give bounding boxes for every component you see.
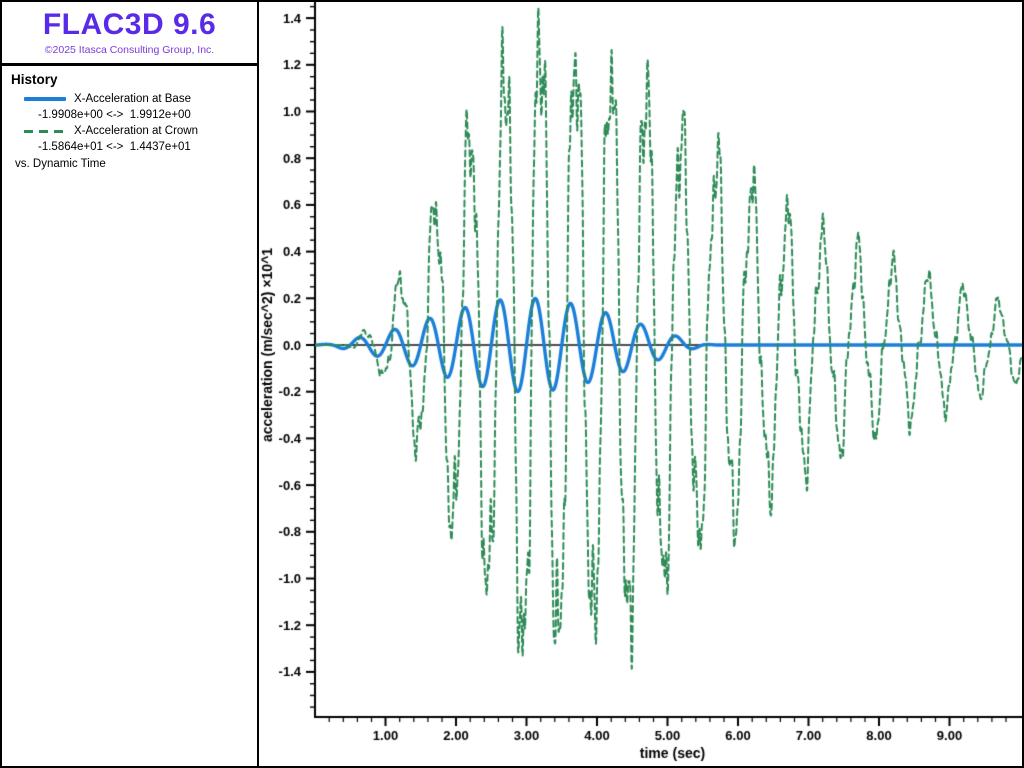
base-series-line-swatch: [24, 97, 66, 101]
vs-dynamic-time-label: vs. Dynamic Time: [15, 158, 257, 170]
crown-series-label: X-Acceleration at Crown: [74, 125, 198, 137]
base-series-label: X-Acceleration at Base: [74, 93, 191, 105]
history-legend: History X-Acceleration at Base -1.9908e+…: [2, 72, 257, 170]
history-chart-canvas[interactable]: [259, 2, 1022, 766]
history-title: History: [11, 72, 257, 87]
chart-panel: [259, 2, 1024, 766]
legend-entry-crown: X-Acceleration at Crown: [24, 124, 257, 139]
app-title: FLAC3D 9.6: [2, 9, 257, 41]
crown-series-line-swatch: [24, 130, 66, 133]
logo-block: FLAC3D 9.6 ©2025 Itasca Consulting Group…: [2, 2, 257, 56]
copyright-text: ©2025 Itasca Consulting Group, Inc.: [2, 44, 257, 56]
base-series-range: -1.9908e+00 <-> 1.9912e+00: [38, 108, 257, 122]
legend-entry-base: X-Acceleration at Base: [24, 92, 257, 107]
flac3d-plot-window: FLAC3D 9.6 ©2025 Itasca Consulting Group…: [0, 0, 1024, 768]
sidebar: FLAC3D 9.6 ©2025 Itasca Consulting Group…: [2, 2, 259, 766]
crown-series-range: -1.5864e+01 <-> 1.4437e+01: [38, 140, 257, 154]
sidebar-divider: [2, 63, 257, 66]
